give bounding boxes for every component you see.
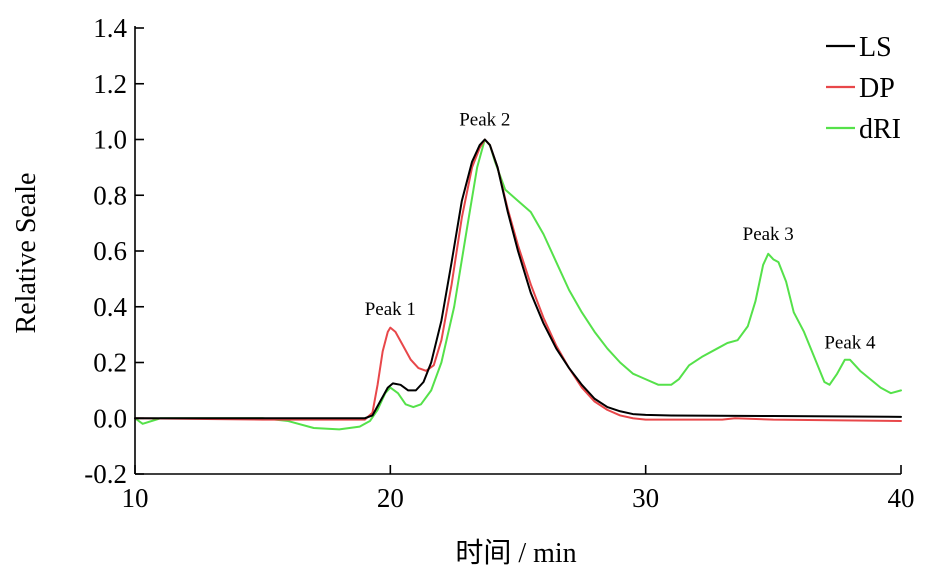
series-line-ls — [134, 138, 902, 420]
y-tick-label: 0.0 — [93, 403, 127, 433]
legend-label-dp: DP — [859, 73, 895, 104]
x-tick-label: 10 — [122, 483, 149, 513]
y-tick-label: 0.6 — [93, 236, 127, 266]
legend-label-dri: dRI — [859, 114, 901, 145]
plot-area — [134, 138, 902, 431]
y-tick-label: 1.2 — [93, 69, 127, 99]
y-axis-label: Relative Seale — [11, 173, 42, 334]
x-tick-label: 40 — [888, 483, 915, 513]
y-tick-label: 0.8 — [93, 180, 127, 210]
annotations: Peak 1 Peak 2 Peak 3 Peak 4 — [365, 110, 876, 354]
y-tick-label: 0.2 — [93, 348, 127, 378]
legend: LS DP dRI — [826, 32, 901, 145]
peak-label: Peak 3 — [743, 224, 794, 245]
legend-label-ls: LS — [859, 32, 892, 63]
x-axis-label: 时间 / min — [455, 537, 576, 569]
x-tick-label: 30 — [632, 483, 659, 513]
peak-label: Peak 4 — [824, 333, 876, 354]
axes: -0.2 0.0 0.2 0.4 0.6 0.8 1.0 1.2 1.4 10 20 30 40 — [84, 13, 914, 513]
peak-label: Peak 1 — [365, 299, 416, 320]
peak-label: Peak 2 — [459, 110, 510, 131]
y-tick-label: -0.2 — [84, 459, 127, 489]
x-tick-label: 20 — [377, 483, 404, 513]
series-line-dri — [134, 138, 902, 431]
y-tick-label: 0.4 — [93, 292, 127, 322]
y-tick-label: 1.0 — [93, 125, 127, 155]
y-tick-label: 1.4 — [93, 13, 127, 43]
